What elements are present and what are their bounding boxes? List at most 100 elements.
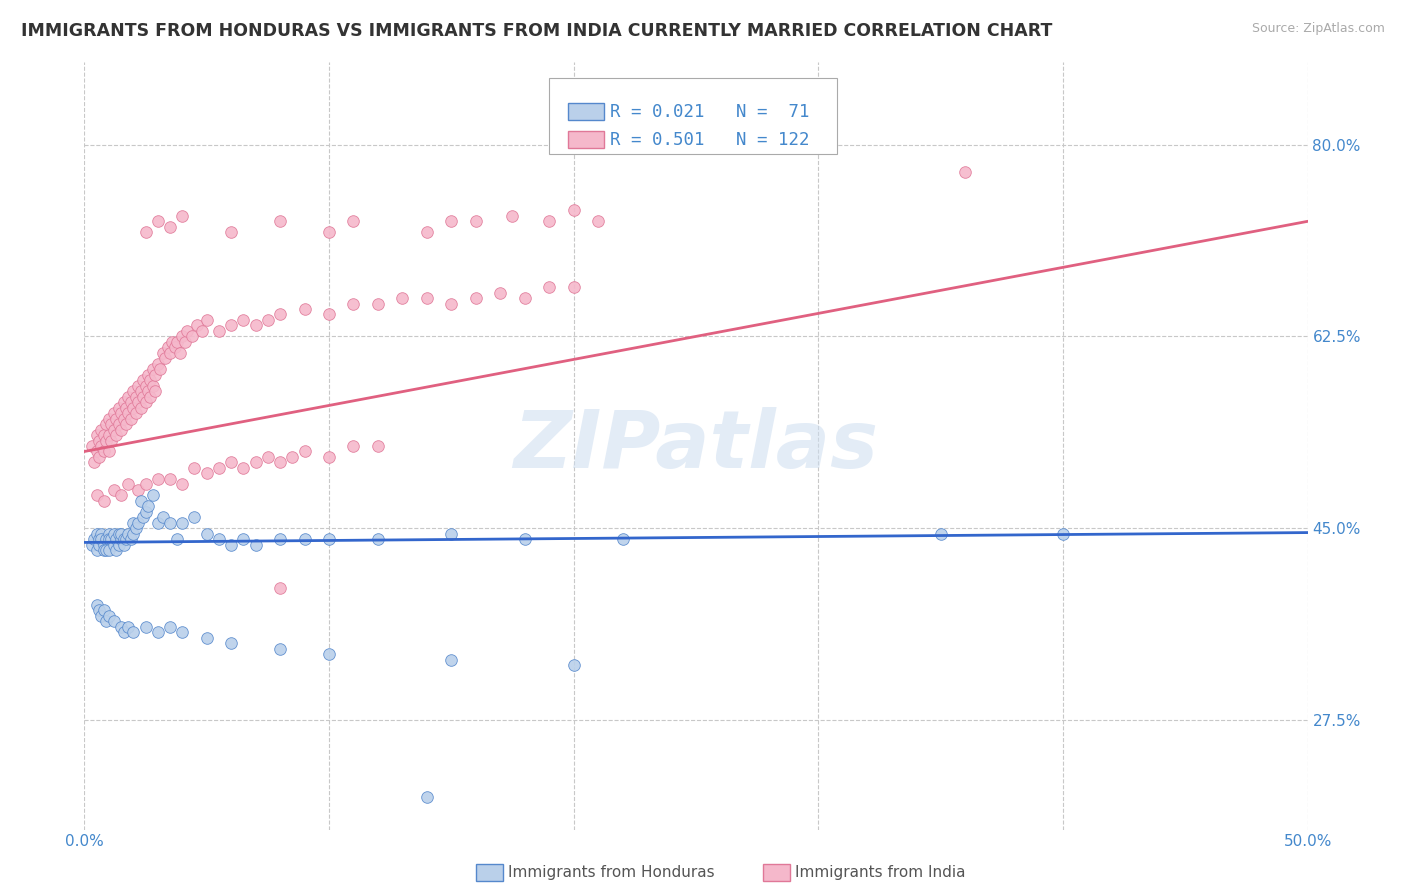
- Point: [162, 334, 184, 349]
- Point: [245, 455, 267, 469]
- Point: [122, 401, 145, 415]
- Point: [166, 532, 188, 546]
- Point: [110, 620, 132, 634]
- Point: [132, 373, 155, 387]
- Point: [191, 324, 214, 338]
- Point: [538, 214, 561, 228]
- Point: [87, 450, 110, 464]
- Point: [135, 395, 157, 409]
- Point: [129, 493, 152, 508]
- Text: Immigrants from Honduras: Immigrants from Honduras: [508, 865, 714, 880]
- Point: [281, 450, 304, 464]
- Point: [294, 532, 316, 546]
- Point: [105, 532, 128, 546]
- Point: [105, 428, 128, 442]
- Point: [464, 214, 486, 228]
- Point: [112, 411, 135, 425]
- Point: [117, 526, 139, 541]
- Point: [122, 516, 145, 530]
- Point: [110, 488, 132, 502]
- Point: [97, 608, 120, 623]
- Point: [112, 395, 135, 409]
- Point: [219, 225, 242, 239]
- FancyBboxPatch shape: [568, 103, 605, 120]
- Point: [953, 165, 976, 179]
- Point: [112, 532, 135, 546]
- Point: [195, 526, 218, 541]
- Point: [127, 483, 149, 497]
- FancyBboxPatch shape: [568, 131, 605, 148]
- Point: [132, 390, 155, 404]
- Point: [489, 285, 512, 300]
- Point: [513, 291, 536, 305]
- Point: [83, 532, 105, 546]
- Point: [172, 625, 194, 640]
- Point: [245, 318, 267, 333]
- Point: [245, 538, 267, 552]
- Point: [103, 483, 125, 497]
- Point: [416, 291, 439, 305]
- Point: [86, 444, 108, 458]
- Point: [195, 631, 218, 645]
- Point: [86, 598, 108, 612]
- Point: [115, 532, 138, 546]
- Point: [122, 526, 145, 541]
- Point: [97, 543, 120, 558]
- Point: [93, 538, 115, 552]
- Point: [149, 362, 172, 376]
- Point: [125, 390, 148, 404]
- Point: [143, 384, 166, 399]
- Point: [318, 450, 340, 464]
- Point: [612, 532, 634, 546]
- Point: [219, 538, 242, 552]
- Point: [156, 340, 179, 354]
- Point: [117, 406, 139, 420]
- Point: [195, 467, 218, 481]
- Point: [136, 368, 159, 382]
- Point: [96, 532, 118, 546]
- Point: [269, 214, 291, 228]
- Point: [318, 225, 340, 239]
- Point: [186, 318, 208, 333]
- Point: [122, 384, 145, 399]
- Point: [86, 543, 108, 558]
- Point: [107, 538, 129, 552]
- Point: [90, 423, 112, 437]
- Point: [142, 378, 165, 392]
- Point: [86, 488, 108, 502]
- Point: [120, 532, 142, 546]
- Point: [1052, 526, 1074, 541]
- Point: [159, 620, 181, 634]
- Point: [87, 532, 110, 546]
- Point: [117, 620, 139, 634]
- Point: [100, 532, 122, 546]
- Point: [97, 444, 120, 458]
- Point: [269, 641, 291, 656]
- Point: [159, 346, 181, 360]
- Point: [107, 526, 129, 541]
- Point: [183, 510, 205, 524]
- Point: [93, 444, 115, 458]
- Point: [173, 334, 195, 349]
- Point: [342, 439, 364, 453]
- Point: [129, 384, 152, 399]
- Text: Immigrants from India: Immigrants from India: [794, 865, 966, 880]
- FancyBboxPatch shape: [763, 864, 790, 881]
- Point: [208, 461, 231, 475]
- Point: [142, 488, 165, 502]
- Point: [93, 543, 115, 558]
- Point: [195, 313, 218, 327]
- Point: [440, 296, 463, 310]
- Point: [120, 411, 142, 425]
- Point: [172, 516, 194, 530]
- Point: [139, 373, 162, 387]
- Point: [562, 203, 585, 218]
- Point: [586, 214, 609, 228]
- Point: [176, 324, 198, 338]
- Point: [125, 521, 148, 535]
- Point: [416, 225, 439, 239]
- Point: [416, 789, 439, 804]
- Point: [464, 291, 486, 305]
- Point: [97, 411, 120, 425]
- Point: [90, 439, 112, 453]
